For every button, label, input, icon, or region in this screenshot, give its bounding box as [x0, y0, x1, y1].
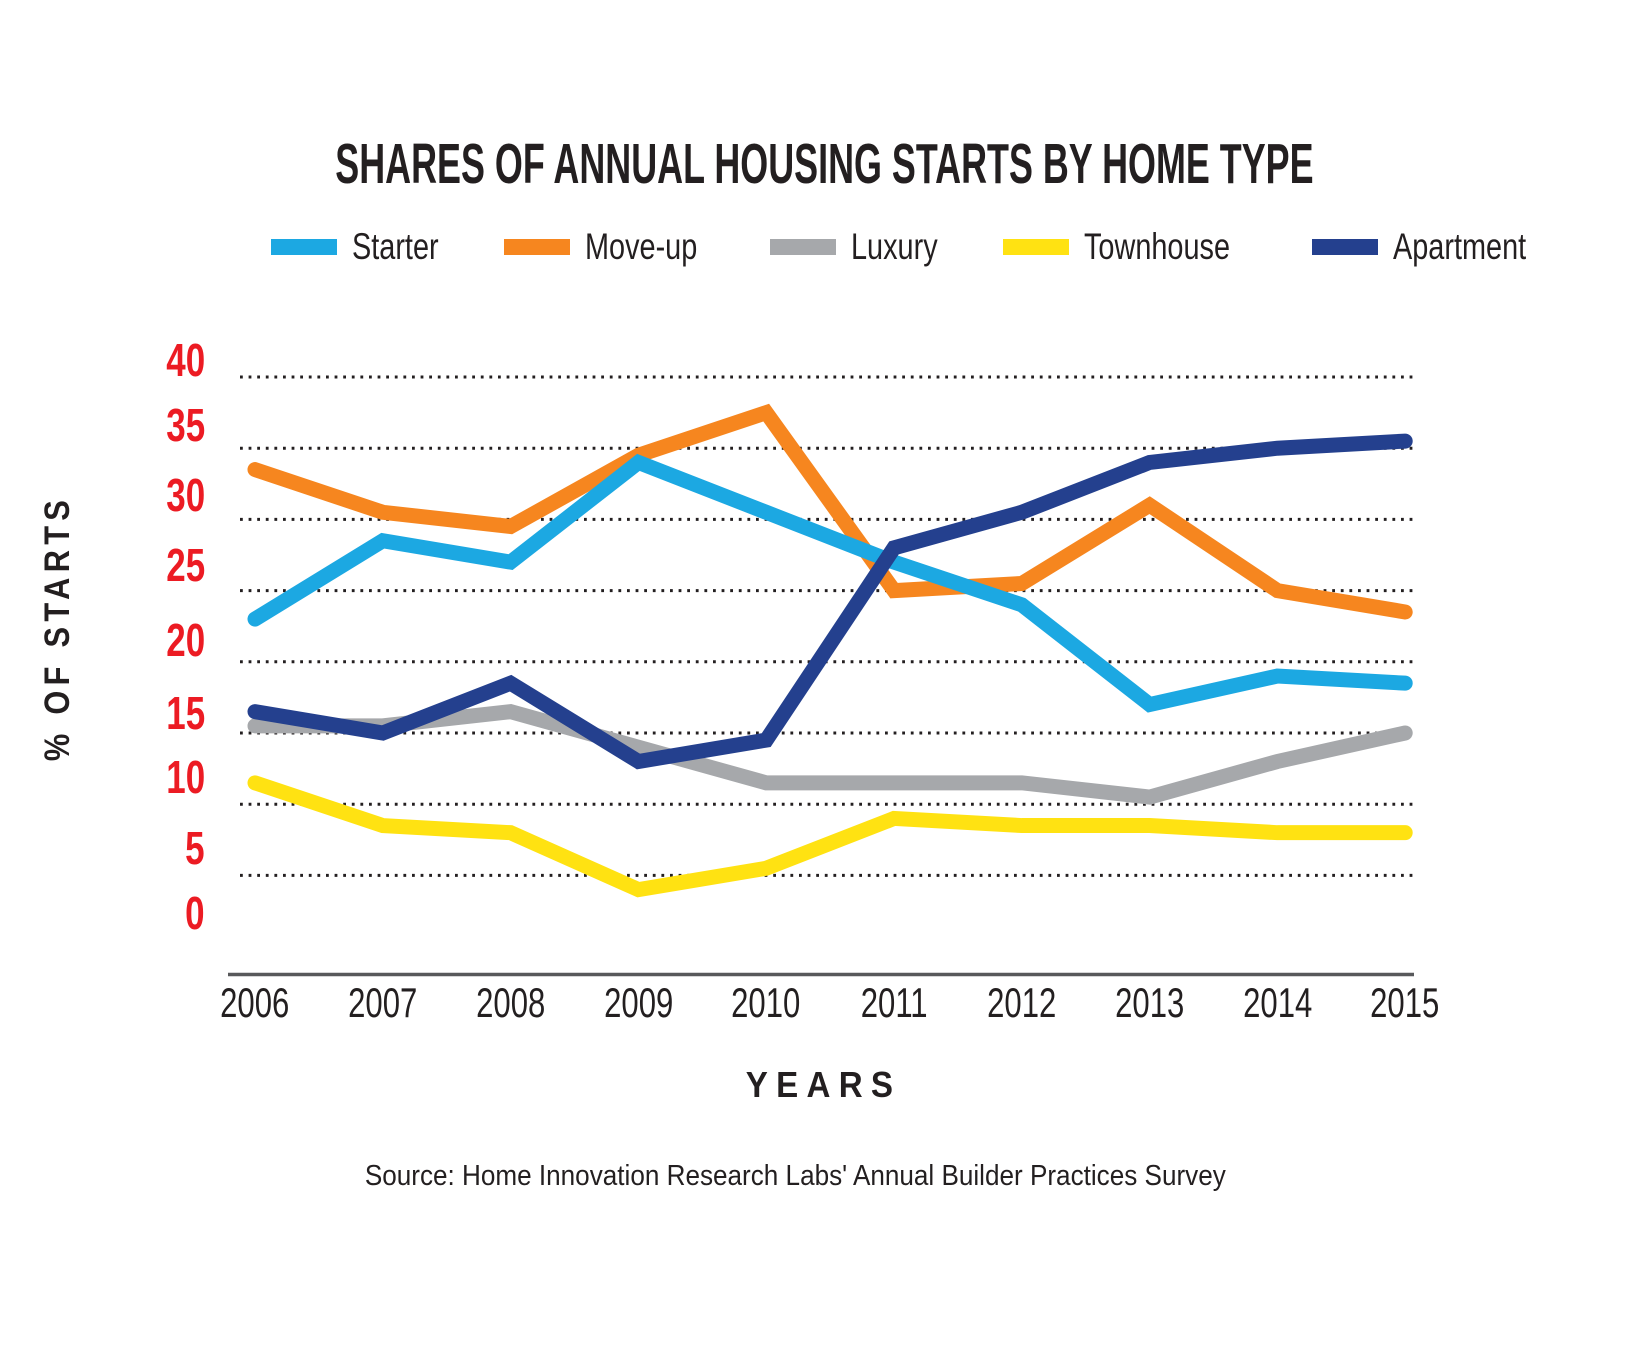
y-tick-label-0: 0 [185, 887, 205, 939]
series-line-move-up [247, 403, 1413, 620]
x-tick-label-2006: 2006 [220, 979, 290, 1026]
legend-item-apartment: Apartment [1312, 226, 1564, 268]
legend-item-starter: Starter [271, 226, 463, 268]
legend-label: Luxury [851, 226, 938, 267]
legend-swatch-luxury [770, 239, 836, 255]
legend-label: Move-up [585, 226, 698, 267]
legend-label: Starter [352, 226, 439, 267]
y-tick-label-20: 20 [166, 614, 205, 666]
y-tick-label-15: 15 [166, 687, 205, 739]
legend-swatch-apartment [1312, 239, 1379, 255]
series-line-starter [247, 453, 1413, 713]
y-tick-label-10: 10 [166, 751, 205, 803]
legend-label: Townhouse [1084, 226, 1231, 267]
chart-title: SHARES OF ANNUAL HOUSING STARTS BY HOME … [334, 132, 1314, 196]
legend-item-move-up: Move-up [504, 226, 729, 268]
x-tick-label-2009: 2009 [603, 979, 673, 1026]
source-note: Source: Home Innovation Research Labs' A… [364, 1160, 1226, 1192]
y-tick-label-40: 40 [166, 334, 205, 386]
y-tick-label-35: 35 [166, 399, 205, 451]
x-tick-label-2007: 2007 [348, 979, 418, 1026]
chart-title-row: SHARES OF ANNUAL HOUSING STARTS BY HOME … [0, 131, 1648, 197]
x-tick-label-2013: 2013 [1115, 979, 1185, 1026]
series-line-luxury [247, 704, 1413, 805]
x-tick-label-2014: 2014 [1242, 979, 1312, 1026]
x-tick-label-2008: 2008 [476, 979, 546, 1026]
legend-swatch-starter [271, 239, 337, 255]
legend-item-luxury: Luxury [770, 226, 962, 268]
legend-item-townhouse: Townhouse [1003, 226, 1271, 268]
legend-label: Apartment [1393, 226, 1527, 267]
x-tick-label-2010: 2010 [731, 979, 801, 1026]
y-tick-label-5: 5 [185, 822, 205, 874]
x-tick-label-2015: 2015 [1370, 979, 1440, 1026]
y-tick-label-30: 30 [166, 469, 205, 521]
y-tick-label-25: 25 [166, 539, 205, 591]
legend-swatch-move-up [504, 239, 571, 255]
series-line-apartment [247, 433, 1413, 770]
chart-legend: Starter Move-up Luxury Townhouse Apartment [271, 226, 1564, 268]
series-line-townhouse [247, 775, 1413, 898]
x-tick-label-2011: 2011 [860, 979, 928, 1026]
legend-swatch-townhouse [1003, 239, 1070, 255]
x-axis-title: YEARS [746, 1064, 902, 1105]
x-tick-label-2012: 2012 [987, 979, 1057, 1026]
